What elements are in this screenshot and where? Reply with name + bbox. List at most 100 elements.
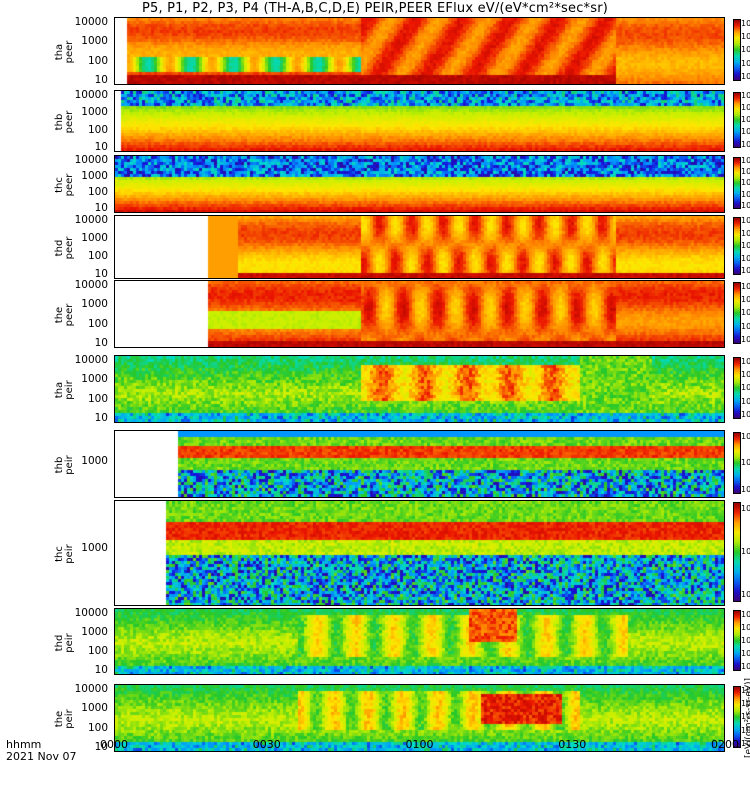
colorbar-tick-label: 10⁰ [741,410,750,420]
spectrogram-thb-peir [114,430,725,498]
heatmap-cells [115,216,724,278]
panel-the-peir: the peir1000010001001010⁸10⁶10⁴10²10⁰ [0,683,750,753]
panel-tha-peer: tha peer1000010001001010⁸10⁶10⁴10²10⁰ [0,16,750,86]
panel-thc-peir: thc peir 1000 10⁶ 10⁴ 10² [0,500,750,606]
y-tick-label: 100 [87,124,108,136]
colorbar-tick-label: 10⁶ [741,228,750,238]
colorbar-tick-label: 10⁴ [741,45,750,55]
colorbar-tick-label: 10⁶ [741,103,750,113]
y-tick-label: 100 [87,393,108,405]
colorbar-tick-label: 10⁸ [741,91,750,101]
y-tick-label: 1000 [81,626,108,638]
colorbar-tick-label: 10⁶ [741,431,750,441]
x-tick-label: 0000 [100,738,128,751]
panel-thd-peer: thd peer1000010001001010⁸10⁶10⁴10²10⁰ [0,214,750,280]
y-tick-label: 10 [94,74,108,86]
x-axis-unit-label: hhmm [6,738,42,751]
x-tick-label: 0030 [252,738,281,751]
spectrogram-the-peir [114,684,725,752]
y-tick-label: 1000 [81,106,108,118]
colorbar-tick-label: 10⁶ [741,295,750,305]
colorbar-tick-label: 10⁸ [741,356,750,366]
colorbar-tick-label: 10⁴ [741,308,750,318]
spectrogram-tha-peer [114,17,725,85]
y-tick-label: 10000 [74,89,108,101]
colorbar-tick-label: 10² [741,649,750,658]
colorbar-tick-label: 10⁴ [741,383,750,393]
colorbar-tick-label: 10⁶ [741,370,750,380]
colorbar-tick-label: 10⁴ [741,635,750,645]
colorbar-thc-peir [733,502,741,602]
y-tick-label: 10000 [74,214,108,226]
heatmap-cells [115,501,724,605]
heatmap-cells [115,356,724,422]
colorbar-tick-label: 10⁸ [741,685,750,695]
y-tick-label: 10 [94,268,108,280]
colorbar-the-peir [733,686,741,748]
x-tick-label: 0130 [558,738,587,751]
colorbar-tick-label: 10⁶ [741,504,750,513]
colorbar-tick-label: 10⁰ [741,200,750,210]
colorbar-tick-label: 10⁶ [741,167,750,177]
y-tick-label: 10000 [74,354,108,366]
colorbar-tick-label: 10⁸ [741,156,750,166]
colorbar-tick-label: 10⁶ [741,32,750,42]
y-tick-label: 100 [87,318,108,330]
heatmap-cells [115,609,724,674]
y-tick-label: 100 [87,645,108,657]
figure-title: P5, P1, P2, P3, P4 (TH-A,B,C,D,E) PEIR,P… [141,1,609,16]
colorbar-tick-label: 10⁰ [741,266,750,276]
colorbar-tick-label: 10⁰ [741,72,750,82]
panel-thd-peir: thd peir1000010001001010⁸10⁶10⁴10²10⁰ [0,607,750,676]
colorbar-tick-label: 10² [741,485,750,495]
colorbar-thd-peir [733,610,741,671]
panel-ylabel: thc peir [54,544,75,564]
panel-thc-peer: thc peer1000010001001010⁸10⁶10⁴10²10⁰ [0,155,750,214]
y-tick-label: 1000 [81,542,108,554]
colorbar-tick-label: 10⁰ [741,662,750,672]
colorbar-thc-peer [733,157,741,209]
y-tick-label: 10000 [74,16,108,28]
colorbar-tick-label: 10⁰ [741,139,750,149]
y-tick-label: 10000 [74,683,108,695]
heatmap-cells [115,431,724,497]
colorbar-tick-label: 10² [741,58,750,68]
colorbar-tha-peer [733,19,741,81]
colorbar-tick-label: 10⁸ [741,18,750,28]
y-tick-label: 100 [87,186,108,198]
heatmap-cells [115,685,724,751]
colorbar-tick-label: 10² [741,590,750,599]
y-tick-label: 100 [87,722,108,734]
panel-thb-peer: thb peer1000010001001010⁸10⁶10⁴10²10⁰ [0,89,750,153]
x-axis: 0000 0030 0100 0130 0200 [0,736,750,766]
heatmap-cells [115,91,724,151]
spectrogram-thc-peir [114,500,725,606]
colorbar-tick-label: 10⁴ [741,241,750,251]
y-tick-label: 10 [94,741,108,753]
colorbar-tick-label: 10² [741,396,750,406]
y-tick-label: 100 [87,55,108,67]
colorbar-tick-label: 10² [741,189,750,199]
colorbar-tick-label: 10⁴ [741,178,750,188]
y-tick-label: 10000 [74,607,108,619]
x-tick-label: 0100 [405,738,434,751]
spectrogram-thb-peer [114,90,725,152]
colorbar-tick-label: 10⁸ [741,281,750,291]
y-tick-label: 1000 [81,373,108,385]
colorbar-tick-label: 10⁶ [741,622,750,632]
spectrogram-thd-peer [114,215,725,279]
y-tick-label: 1000 [81,455,108,467]
colorbar-tick-label: 10² [741,725,750,735]
panel-tha-peir: tha peir1000010001001010⁸10⁶10⁴10²10⁰ [0,354,750,424]
y-tick-label: 1000 [81,702,108,714]
colorbar-thd-peer [733,217,741,275]
colorbar-thb-peir [733,432,741,494]
colorbar-tick-label: 10² [741,321,750,331]
heatmap-cells [115,281,724,347]
heatmap-cells [115,156,724,212]
y-tick-label: 10000 [74,279,108,291]
spectrogram-tha-peir [114,355,725,423]
panel-thb-peir: thb peir100010⁶10⁴10² [0,430,750,498]
colorbar-tick-label: 10⁸ [741,609,750,619]
